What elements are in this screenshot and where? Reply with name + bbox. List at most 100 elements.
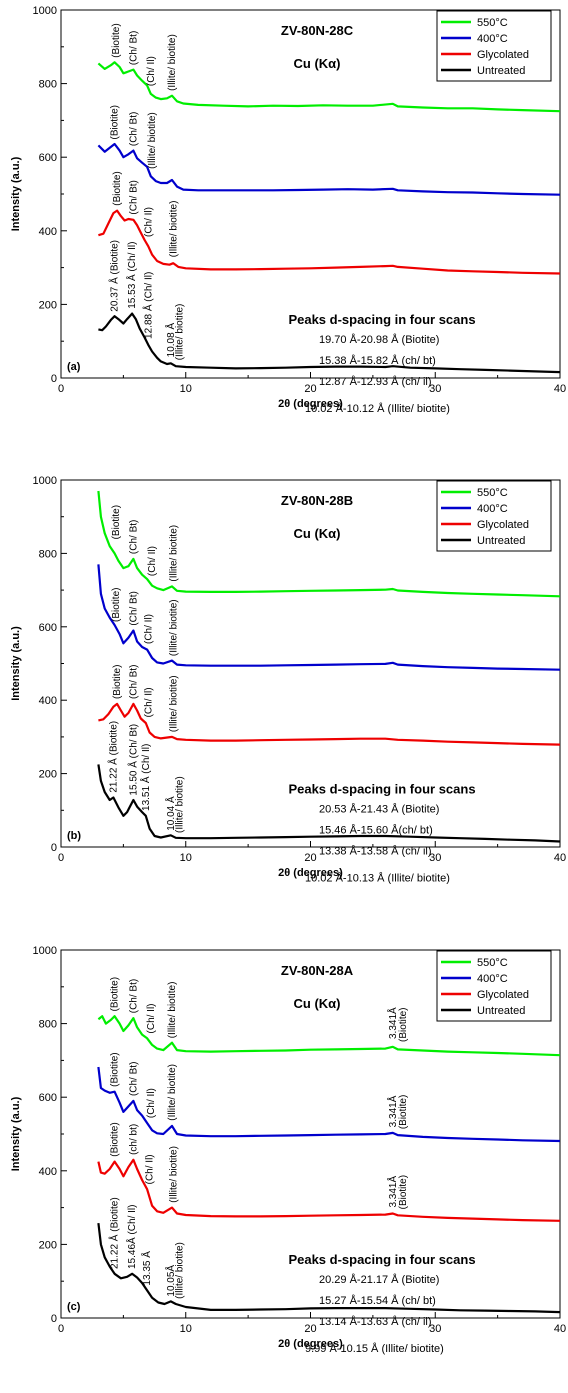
x-tick-label: 30 xyxy=(429,1323,441,1335)
legend-label-0: 550°C xyxy=(477,17,508,29)
peak-annotation: (Ch/ Bt) xyxy=(128,180,139,214)
peak-annotation: (Ch/ Il) xyxy=(145,1154,156,1184)
peak-annotation: (Illite/ biotite) xyxy=(168,1146,179,1203)
peak-summary-line: 10.02 Å-10.13 Å (Illite/ biotite) xyxy=(305,871,450,884)
peak-annotation: (Biotite) xyxy=(398,1007,409,1041)
y-tick-label: 0 xyxy=(51,1313,57,1325)
peak-annotation: 15.53 Å (Ch/ Il) xyxy=(125,241,138,308)
peak-summary-line: 13.14 Å-13.63 Å (ch/ il) xyxy=(319,1315,432,1328)
peak-annotation: (Biotite) xyxy=(110,105,121,139)
legend-label-0: 550°C xyxy=(477,487,508,499)
peak-annotation: (Illite/ biotite) xyxy=(167,982,178,1039)
x-tick-label: 40 xyxy=(554,1323,566,1335)
peak-annotation: (Ch/ Bt) xyxy=(128,112,139,146)
y-tick-label: 0 xyxy=(51,842,57,854)
y-tick-label: 1000 xyxy=(33,475,57,487)
legend-label-3: Untreated xyxy=(477,65,525,77)
x-tick-label: 20 xyxy=(304,383,316,395)
x-tick-label: 10 xyxy=(180,852,192,864)
series-line-2 xyxy=(98,209,561,275)
chart-subtitle: Cu (Kα) xyxy=(294,526,341,541)
y-tick-label: 1000 xyxy=(33,945,57,957)
peak-annotation: (Biotite) xyxy=(111,505,122,539)
peak-summary: Peaks d-spacing in four scans 20.29 Å-21.… xyxy=(288,1252,475,1355)
peak-annotation: (Illite/ biotite) xyxy=(175,776,186,833)
panel-label: (c) xyxy=(67,1301,81,1313)
peak-annotation: 3.341Å xyxy=(386,1095,399,1127)
x-tick-label: 30 xyxy=(429,852,441,864)
peak-annotation: 3.341Å xyxy=(386,1007,399,1039)
y-tick-label: 800 xyxy=(39,79,57,91)
peak-annotation: (Ch/ Il) xyxy=(146,1088,157,1118)
peak-annotation: (Ch/ Il) xyxy=(147,546,158,576)
peak-annotation: (Biotite) xyxy=(111,588,122,622)
peak-annotation: (Illite/ biotite) xyxy=(167,34,178,91)
peak-summary-line: 20.53 Å-21.43 Å (Biotite) xyxy=(319,802,439,815)
peak-summary-title: Peaks d-spacing in four scans xyxy=(288,781,475,796)
peak-summary-line: 15.27 Å-15.54 Å (ch/ bt) xyxy=(319,1294,436,1307)
y-axis-label: Intensity (a.u.) xyxy=(10,156,22,231)
peak-annotation: 12.88 Å (Ch/ Il) xyxy=(141,272,154,339)
peak-annotation: 15.46Å (Ch/ Il) xyxy=(125,1205,138,1269)
peak-summary-title: Peaks d-spacing in four scans xyxy=(288,1252,475,1267)
peak-annotation: (Ch/ Il) xyxy=(143,614,154,644)
legend-label-0: 550°C xyxy=(477,957,508,969)
y-tick-label: 400 xyxy=(39,695,57,707)
panel-label: (b) xyxy=(67,830,81,842)
y-tick-label: 400 xyxy=(39,226,57,238)
series-line-1 xyxy=(97,142,561,196)
x-tick-label: 40 xyxy=(554,383,566,395)
series-line-0 xyxy=(97,1015,561,1057)
peak-annotation: (Biotite) xyxy=(110,1122,121,1156)
legend: 550°C 400°C Glycolated Untreated xyxy=(436,10,552,82)
series-line-2 xyxy=(98,702,561,746)
legend-label-2: Glycolated xyxy=(477,519,529,531)
peak-summary: Peaks d-spacing in four scans 20.53 Å-21.… xyxy=(288,781,475,884)
legend-label-1: 400°C xyxy=(477,503,508,515)
series-line-0 xyxy=(97,490,561,598)
peak-summary-line: 10.02 Å-10.12 Å (Illite/ biotite) xyxy=(305,402,450,415)
y-tick-label: 400 xyxy=(39,1166,57,1178)
x-tick-label: 0 xyxy=(58,852,64,864)
x-tick-label: 10 xyxy=(180,383,192,395)
peak-summary-line: 9.99 Å-10.15 Å (Illite/ biotite) xyxy=(305,1342,444,1355)
peak-annotation: (Biotite) xyxy=(398,1175,409,1209)
peak-annotation: 10.08 Å xyxy=(164,323,177,358)
peak-annotation: (Biotite) xyxy=(112,665,123,699)
peak-summary-line: 13.38 Å-13.58 Å (ch/ il) xyxy=(319,844,432,857)
peak-summary: Peaks d-spacing in four scans 19.70 Å-20.… xyxy=(288,312,475,415)
peak-annotation: (Ch/ Bt) xyxy=(128,31,139,65)
series-line-3 xyxy=(98,312,561,374)
peak-annotation: (Ch/ Il) xyxy=(146,1003,157,1033)
y-tick-label: 200 xyxy=(39,1239,57,1251)
y-tick-label: 800 xyxy=(39,548,57,560)
peak-annotation: 10.05Å xyxy=(164,1265,177,1297)
peak-annotation: (Illite/ biotite) xyxy=(168,201,179,258)
legend-label-2: Glycolated xyxy=(477,989,529,1001)
legend-label-3: Untreated xyxy=(477,535,525,547)
peak-annotation: (Ch/ Bt) xyxy=(128,591,139,625)
peak-annotation: (Illite/ biotite) xyxy=(168,599,179,656)
y-tick-label: 600 xyxy=(39,1092,57,1104)
x-axis-label: 2θ (degrees) xyxy=(278,1338,343,1350)
y-tick-label: 1000 xyxy=(33,5,57,17)
peak-annotation: (Ch/ Bt) xyxy=(128,520,139,554)
peak-annotation: (Ch/ Bt) xyxy=(128,979,139,1013)
x-tick-label: 10 xyxy=(180,1323,192,1335)
series-line-0 xyxy=(97,61,561,113)
peak-annotation: 13.35 Å xyxy=(140,1251,153,1286)
legend: 550°C 400°C Glycolated Untreated xyxy=(436,950,552,1022)
y-tick-label: 200 xyxy=(39,299,57,311)
peak-summary-line: 15.46 Å-15.60 Å(ch/ bt) xyxy=(319,823,433,836)
peak-annotation: 10.04 Å xyxy=(164,796,177,831)
x-axis-label: 2θ (degrees) xyxy=(278,867,343,879)
x-axis-label: 2θ (degrees) xyxy=(278,398,343,410)
peak-annotation: (Illite/ biotite) xyxy=(175,304,186,361)
peak-annotation: (Biotite) xyxy=(111,23,122,57)
legend-label-1: 400°C xyxy=(477,973,508,985)
chart-title: ZV-80N-28C xyxy=(281,23,354,38)
peak-summary-line: 20.29 Å-21.17 Å (Biotite) xyxy=(319,1273,439,1286)
peak-annotation: (Biotite) xyxy=(110,977,121,1011)
peak-summary-line: 19.70 Å-20.98 Å (Biotite) xyxy=(319,333,439,346)
